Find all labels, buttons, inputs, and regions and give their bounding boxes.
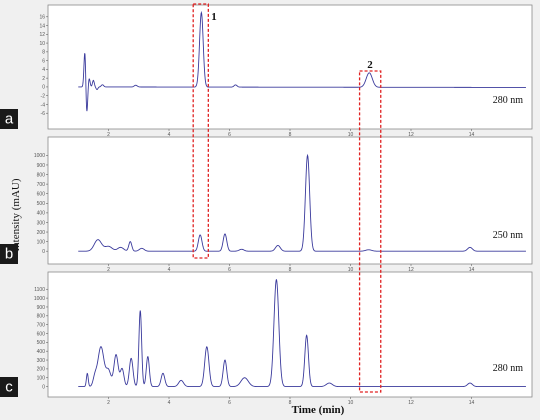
- highlight-box-1: [192, 3, 209, 259]
- y-tick-label: 100: [37, 376, 46, 382]
- y-tick-label: 1000: [34, 153, 45, 159]
- x-tick-label: 14: [469, 267, 475, 273]
- x-tick-label: 8: [289, 132, 292, 138]
- x-tick-label: 10: [348, 132, 354, 138]
- y-tick-label: 400: [37, 349, 46, 355]
- x-tick-label: 4: [168, 132, 171, 138]
- x-tick-label: 6: [228, 267, 231, 273]
- y-tick-label: 800: [37, 314, 46, 320]
- y-tick-label: 0: [42, 384, 45, 390]
- y-tick-label: 100: [37, 239, 46, 245]
- peak-label-1: 1: [211, 11, 217, 23]
- x-tick-label: 6: [228, 132, 231, 138]
- y-tick-label: 200: [37, 367, 46, 373]
- y-tick-label: 0: [42, 85, 45, 91]
- y-tick-label: 8: [42, 50, 45, 56]
- panel-b-trace: [78, 153, 526, 252]
- y-tick-label: 200: [37, 230, 46, 236]
- y-tick-label: -2: [41, 93, 46, 99]
- x-tick-label: 2: [107, 132, 110, 138]
- y-tick-label: 500: [37, 201, 46, 207]
- y-tick-label: 10: [39, 41, 45, 47]
- y-tick-label: 12: [39, 32, 45, 38]
- x-tick-label: 12: [408, 132, 414, 138]
- panel-label: c: [5, 379, 13, 396]
- panel-b-frame: [47, 136, 533, 265]
- x-tick-label: 2: [107, 267, 110, 273]
- y-tick-label: 700: [37, 322, 46, 328]
- wavelength-label: 280 nm: [493, 95, 524, 106]
- x-tick-label: 12: [408, 267, 414, 273]
- y-tick-label: 500: [37, 340, 46, 346]
- x-tick-label: 6: [228, 400, 231, 406]
- y-tick-label: 300: [37, 358, 46, 364]
- y-tick-label: 2: [42, 76, 45, 82]
- wavelength-label: 250 nm: [493, 230, 524, 241]
- y-tick-label: 900: [37, 305, 46, 311]
- x-tick-label: 10: [348, 400, 354, 406]
- y-tick-label: -4: [41, 102, 46, 108]
- y-tick-label: 300: [37, 220, 46, 226]
- panel-label: b: [5, 246, 13, 263]
- x-tick-label: 12: [408, 400, 414, 406]
- x-tick-label: 4: [168, 267, 171, 273]
- x-tick-label: 8: [289, 400, 292, 406]
- y-axis-label: Intensity (mAU): [10, 178, 22, 251]
- y-tick-label: 0: [42, 249, 45, 255]
- x-axis-label: Time (min): [292, 404, 345, 416]
- y-tick-label: 700: [37, 182, 46, 188]
- y-tick-label: 1000: [34, 296, 45, 302]
- y-tick-label: 900: [37, 163, 46, 169]
- y-tick-label: 14: [39, 23, 45, 29]
- peak-label-2: 2: [367, 59, 373, 71]
- y-tick-label: 6: [42, 58, 45, 64]
- panel-a-trace: [78, 10, 526, 112]
- y-tick-label: -6: [41, 111, 46, 117]
- y-tick-label: 400: [37, 211, 46, 217]
- y-tick-label: 4: [42, 67, 45, 73]
- highlight-box-2: [358, 70, 382, 393]
- wavelength-label: 280 nm: [493, 363, 524, 374]
- x-tick-label: 2: [107, 400, 110, 406]
- panel-c-frame: [47, 271, 533, 398]
- panel-label-badge: [0, 377, 18, 397]
- panel-label-badge: [0, 244, 18, 264]
- x-tick-label: 8: [289, 267, 292, 273]
- x-tick-label: 4: [168, 400, 171, 406]
- y-tick-label: 600: [37, 331, 46, 337]
- panel-c-trace: [78, 278, 526, 388]
- y-tick-label: 16: [39, 15, 45, 21]
- panel-a-frame: [47, 4, 533, 130]
- panel-label-badge: [0, 109, 18, 129]
- y-tick-label: 1100: [34, 287, 45, 293]
- y-tick-label: 600: [37, 192, 46, 198]
- x-tick-label: 14: [469, 400, 475, 406]
- x-tick-label: 14: [469, 132, 475, 138]
- panel-label: a: [5, 111, 14, 128]
- x-tick-label: 10: [348, 267, 354, 273]
- y-tick-label: 800: [37, 172, 46, 178]
